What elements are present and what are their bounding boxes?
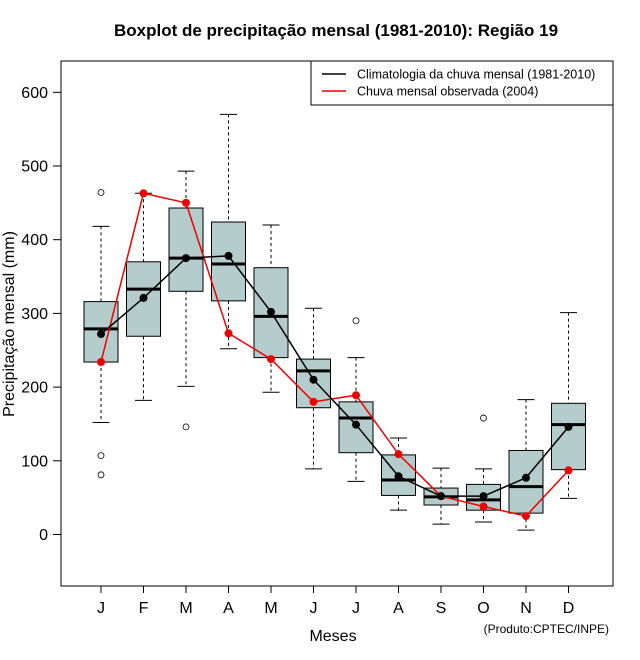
observed-point (352, 391, 360, 400)
x-tick-label: A (393, 600, 404, 617)
climatology-point (352, 420, 360, 429)
box-3 (168, 170, 204, 431)
outlier-point (97, 452, 105, 460)
climatology-line (100, 255, 570, 497)
x-tick-label: J (97, 600, 105, 617)
series-layer (97, 189, 573, 521)
climatology-point (267, 307, 275, 316)
y-tick-label: 100 (21, 453, 48, 470)
boxes-layer (83, 113, 586, 531)
box-6 (296, 307, 331, 470)
observed-point (139, 189, 148, 198)
iqr-box (508, 449, 544, 514)
box-4 (211, 113, 246, 350)
y-axis-label: Precipitação mensal (mm) (1, 231, 18, 417)
box-11 (508, 399, 544, 531)
box-12 (551, 312, 586, 499)
climatology-point (437, 492, 445, 501)
observed-point (564, 466, 573, 475)
iqr-box (211, 221, 246, 302)
legend: Climatologia da chuva mensal (1981-2010)… (310, 60, 614, 106)
y-tick-label: 0 (39, 527, 48, 544)
y-axis: 0 100 200 300 400 500 600 (21, 85, 62, 544)
observed-point (224, 329, 233, 338)
observed-point (309, 397, 318, 406)
outlier-point (480, 414, 487, 422)
observed-point (479, 502, 488, 511)
climatology-point (394, 472, 403, 481)
y-tick-label: 400 (21, 232, 48, 249)
y-tick-label: 200 (21, 380, 48, 397)
x-tick-label: S (436, 600, 447, 617)
observed-point (97, 358, 105, 367)
x-tick-label: N (520, 600, 532, 617)
observed-line (100, 192, 570, 517)
observed-point (267, 355, 275, 364)
climatology-point (224, 251, 233, 260)
climatology-point (479, 492, 488, 501)
outlier-point (97, 471, 105, 479)
x-tick-label: O (477, 600, 489, 617)
chart-title: Boxplot de precipitação mensal (1981-201… (114, 21, 558, 40)
outlier-point (97, 189, 105, 196)
climatology-point (309, 375, 318, 384)
observed-point (522, 512, 530, 521)
x-tick-label: J (352, 600, 360, 617)
outlier-point (182, 423, 190, 431)
climatology-point (182, 254, 190, 263)
x-tick-label: J (310, 600, 318, 617)
y-tick-label: 300 (21, 306, 48, 323)
x-tick-label: D (563, 600, 575, 617)
legend-box (310, 60, 614, 106)
climatology-point (522, 473, 530, 482)
y-tick-label: 500 (21, 159, 48, 176)
observed-point (182, 198, 190, 207)
legend-label: Climatologia da chuva mensal (1981-2010) (357, 68, 595, 82)
x-tick-label: M (179, 600, 192, 617)
iqr-box (168, 207, 204, 292)
box-7 (338, 317, 374, 482)
legend-label: Chuva mensal observada (2004) (357, 85, 538, 99)
x-tick-label: A (223, 600, 234, 617)
x-tick-label: M (264, 600, 277, 617)
climatology-point (139, 293, 148, 302)
climatology-point (97, 330, 105, 339)
outlier-point (352, 317, 360, 325)
y-tick-label: 600 (21, 85, 48, 102)
x-axis-label: Meses (309, 628, 356, 645)
x-tick-label: F (139, 600, 149, 617)
climatology-point (564, 422, 573, 431)
observed-point (394, 450, 403, 459)
iqr-box (551, 402, 586, 471)
credit-text: (Produto:CPTEC/INPE) (484, 622, 609, 636)
